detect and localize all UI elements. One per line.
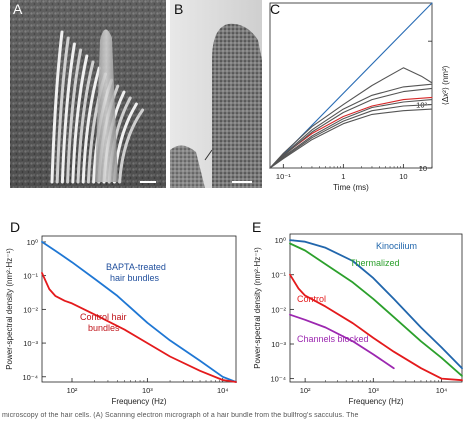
plot-frame (269, 2, 433, 169)
annotation-kinocilium: Kinocilium (376, 241, 417, 251)
plot-frame (289, 233, 463, 383)
y-axis-label: Power-spectral density (nm²·Hz⁻¹) (5, 248, 14, 370)
y-tick-label: 10⁻³ (271, 340, 286, 349)
y-tick-label: 10⁰ (27, 238, 38, 247)
annotation-control: Control (297, 294, 326, 304)
panel-label-d: D (10, 219, 20, 235)
series-line-2 (269, 67, 433, 169)
panel-label-b: B (174, 1, 183, 17)
x-axis-label: Frequency (Hz) (111, 397, 166, 406)
chart-e: 10² 10³ 10⁴ 10⁰ 10⁻¹ 10⁻² 10⁻³ 10⁻⁴ Frequency (H… (253, 233, 463, 406)
panel-label-e: E (252, 219, 261, 235)
kinocilium-bundle (212, 23, 262, 188)
stereocilium (66, 48, 83, 184)
series-line-5 (269, 99, 433, 169)
y-axis-label: ⟨Δx²⟩ (nm²) (441, 65, 450, 105)
x-axis-label: Time (ms) (333, 183, 369, 192)
x-tick-label: 10³ (368, 386, 379, 395)
chart-d: 10² 10³ 10⁴ 10⁰ 10⁻¹ 10⁻² 10⁻³ 10⁻⁴ Frequency (H… (5, 235, 237, 406)
plot-frame (41, 235, 237, 383)
annotation-bapta-line2: hair bundles (110, 273, 160, 283)
y-tick-label: 10⁻¹ (23, 272, 38, 281)
x-tick-label: 10⁻¹ (276, 172, 291, 181)
panel-b-micrograph (170, 0, 262, 188)
series-line-1 (41, 272, 237, 383)
series-line-3 (289, 313, 395, 370)
stereocilium (76, 60, 95, 184)
y-tick-label: 10⁻² (23, 305, 38, 314)
stereocilium (71, 54, 89, 184)
annotation-control-line2: bundles (88, 323, 120, 333)
y-tick-label: 10 (419, 164, 427, 173)
annotation-channels-blocked: Channels blocked (297, 334, 369, 344)
annotation-control-line1: Control hair (80, 312, 127, 322)
series-line-7 (269, 108, 433, 169)
y-tick-label: 10⁻¹ (271, 271, 286, 280)
series-line-0 (41, 240, 237, 383)
figure-caption: microscopy of the hair cells. (A) Scanni… (2, 412, 359, 419)
x-tick-label: 1 (341, 172, 345, 181)
stereocilium (55, 36, 70, 184)
series-line-0 (289, 239, 463, 370)
stereocilium (118, 108, 145, 184)
y-tick-label: 10⁻⁴ (270, 375, 286, 384)
series-line-1 (289, 242, 463, 377)
x-tick-label: 10² (67, 386, 78, 395)
series-line-2 (289, 273, 463, 382)
annotation-bapta-line1: BAPTA-treated (106, 262, 166, 272)
stereocilium (50, 30, 64, 184)
series-line-4 (269, 87, 433, 169)
panel-a-micrograph (10, 0, 166, 188)
x-tick-label: 10² (300, 386, 311, 395)
kinocilium-shaft (95, 29, 118, 183)
series-line-6 (269, 104, 433, 169)
y-axis-label: Power-spectral density (nm²·Hz⁻¹) (253, 247, 262, 369)
x-axis-label: Frequency (Hz) (348, 397, 403, 406)
x-tick-label: 10⁴ (217, 386, 229, 395)
panel-label-a: A (13, 1, 23, 17)
scale-bar-b (232, 181, 252, 183)
scale-bar-a (140, 181, 156, 183)
x-tick-label: 10³ (142, 386, 153, 395)
x-tick-label: 10 (399, 172, 407, 181)
series-line-3 (269, 83, 433, 169)
y-tick-label: 10⁻³ (23, 339, 38, 348)
x-tick-label: 10⁴ (436, 386, 448, 395)
annotation-thermalized: Thermalized (350, 258, 400, 268)
stereocilium (60, 42, 76, 184)
y-tick-label: 10⁻⁴ (22, 373, 38, 382)
stereocilium (81, 66, 101, 184)
series-line-1 (269, 96, 433, 169)
panel-label-c: C (270, 1, 280, 17)
y-tick-label: 10⁰ (275, 236, 286, 245)
y-tick-label: 10⁻² (271, 305, 286, 314)
stereocilia-bundle (50, 29, 145, 184)
